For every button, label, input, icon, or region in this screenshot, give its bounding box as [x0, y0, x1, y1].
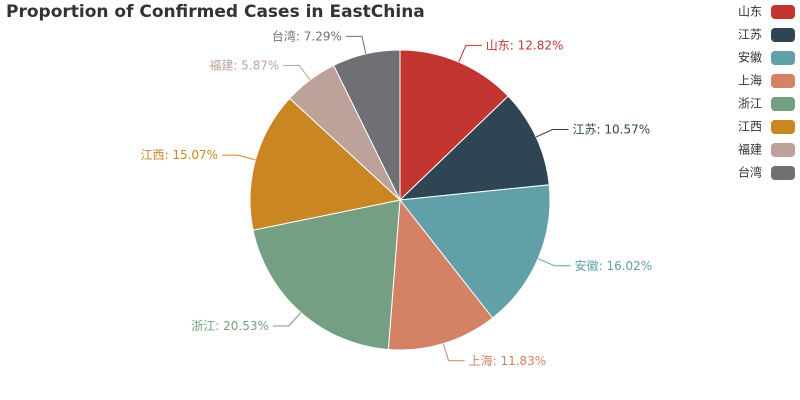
- pie-slices: [249, 49, 551, 351]
- legend-swatch-7: [771, 143, 795, 157]
- legend-item-5[interactable]: 浙江: [738, 97, 795, 112]
- slice-7-label: 福建: 5.87%: [209, 58, 279, 73]
- slice-labels: 山东: 12.82% 江苏: 10.57% 安徽: 16.02% 上海: 11.83%…: [140, 28, 652, 367]
- slice-2-label: 江苏: 10.57%: [573, 123, 651, 137]
- slice-3: [399, 184, 551, 319]
- slice-5: [252, 199, 401, 351]
- chart-title: Proportion of Confirmed Cases in EastChi…: [6, 2, 425, 22]
- legend-swatch-5: [771, 97, 795, 111]
- legend-item-2[interactable]: 江苏: [738, 28, 795, 43]
- slice-8: [333, 49, 401, 201]
- legend-item-8[interactable]: 台湾: [738, 165, 795, 181]
- legend-label-1: 山东: [738, 5, 762, 19]
- legend-item-3[interactable]: 安徽: [738, 50, 795, 66]
- legend-label-3: 安徽: [738, 50, 762, 65]
- slice-3-leader-line: [537, 258, 571, 267]
- legend-item-1[interactable]: 山东: [738, 5, 795, 20]
- slice-6-leader-line: [222, 154, 256, 161]
- legend-label-6: 江西: [738, 120, 762, 134]
- legend-label-4: 上海: [738, 73, 762, 88]
- legend-item-6[interactable]: 江西: [738, 120, 795, 135]
- slice-5-leader-line: [272, 312, 302, 327]
- legend-swatch-6: [771, 120, 795, 134]
- slice-3-label: 安徽: 16.02%: [575, 258, 653, 273]
- legend-label-2: 江苏: [738, 28, 762, 42]
- legend-item-7[interactable]: 福建: [738, 142, 795, 158]
- legend-swatch-1: [771, 5, 795, 19]
- slice-5-label: 浙江: 20.53%: [191, 319, 269, 333]
- slice-1-label: 山东: 12.82%: [486, 38, 564, 52]
- slice-8-label: 台湾: 7.29%: [272, 28, 342, 43]
- slice-4: [387, 198, 494, 351]
- legend-swatch-8: [771, 166, 795, 180]
- slice-7-leader-line: [283, 65, 311, 81]
- legend-label-8: 台湾: [738, 165, 762, 180]
- slice-1-leader-line: [458, 44, 482, 63]
- slice-1: [399, 49, 509, 202]
- slice-6-label: 江西: 15.07%: [140, 148, 218, 162]
- legend-swatch-2: [771, 28, 795, 42]
- slice-4-label: 上海: 11.83%: [469, 353, 547, 368]
- legend-swatch-4: [771, 74, 795, 88]
- slice-2-leader-line: [535, 129, 569, 138]
- legend-swatch-3: [771, 51, 795, 65]
- slice-4-leader-line: [442, 343, 465, 362]
- legend-label-5: 浙江: [738, 97, 762, 111]
- legend-item-4[interactable]: 上海: [738, 73, 795, 89]
- slice-8-leader-line: [345, 35, 367, 55]
- legend-label-7: 福建: [738, 142, 762, 157]
